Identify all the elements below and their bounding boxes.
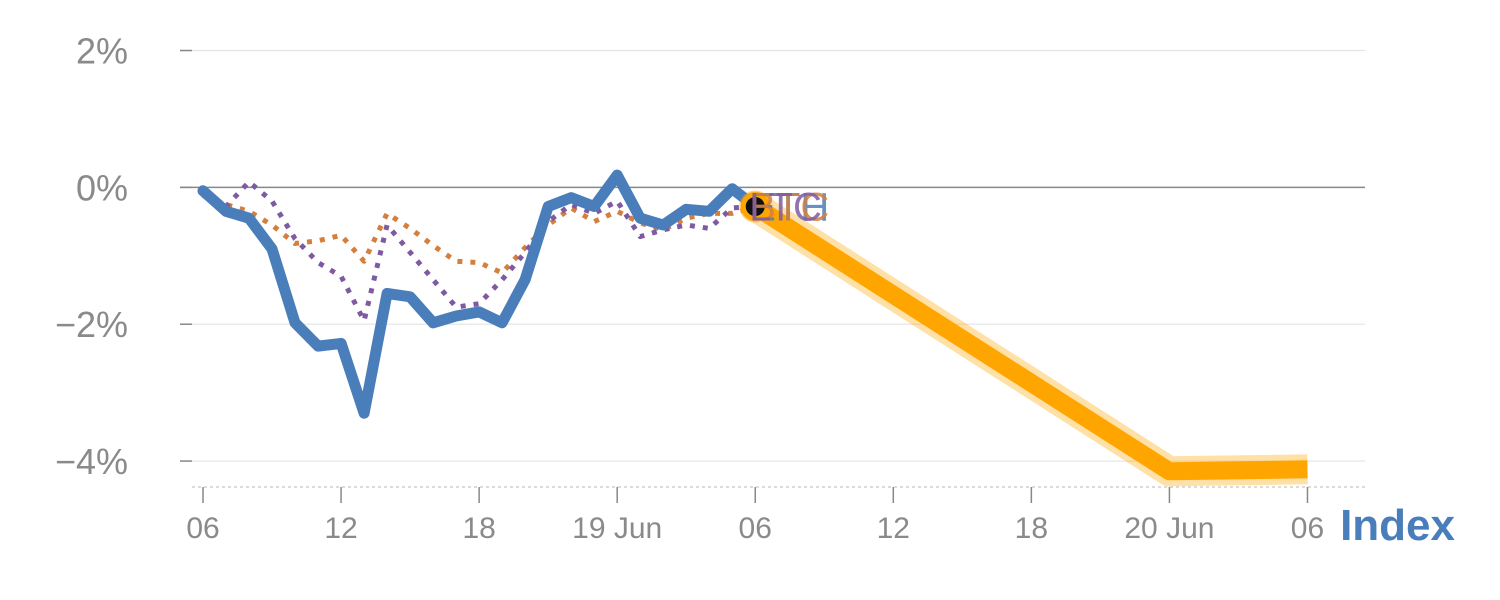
series-end-label: LTC xyxy=(749,186,822,230)
x-tick-label: 06 xyxy=(186,512,219,545)
x-tick-label: 06 xyxy=(1291,512,1324,545)
series-line-highlight xyxy=(750,198,1308,481)
y-axis: 2% 0% −2% −4% xyxy=(55,31,128,483)
x-tick-label: 18 xyxy=(462,512,495,545)
y-tick-label: −2% xyxy=(55,304,128,345)
marker-layer xyxy=(739,190,772,223)
series-line-dotted xyxy=(201,179,756,324)
y-tick-label: −4% xyxy=(55,441,128,482)
x-tick-label: 18 xyxy=(1015,512,1048,545)
series-line-dotted xyxy=(202,193,756,276)
x-axis: 06 12 18 19 Jun 06 12 18 20 Jun 06 xyxy=(186,486,1368,545)
y-tick-label: 2% xyxy=(76,31,128,72)
x-tick-label: 06 xyxy=(739,512,772,545)
current-point-marker xyxy=(740,192,770,222)
x-tick-label: 12 xyxy=(877,512,910,545)
y-tick-label: 0% xyxy=(76,167,128,208)
x-tick-label: 20 Jun xyxy=(1124,512,1214,545)
series-end-label: BTC xyxy=(749,186,829,230)
series-line-highlight-glow xyxy=(747,193,1308,487)
series-layer xyxy=(197,169,1308,487)
x-tick-label: 19 Jun xyxy=(572,512,662,545)
x-tick-label: 12 xyxy=(324,512,357,545)
legend-label-index[interactable]: Index xyxy=(1340,501,1455,550)
series-end-label: ETH xyxy=(749,186,829,230)
series-line-solid xyxy=(197,169,761,419)
